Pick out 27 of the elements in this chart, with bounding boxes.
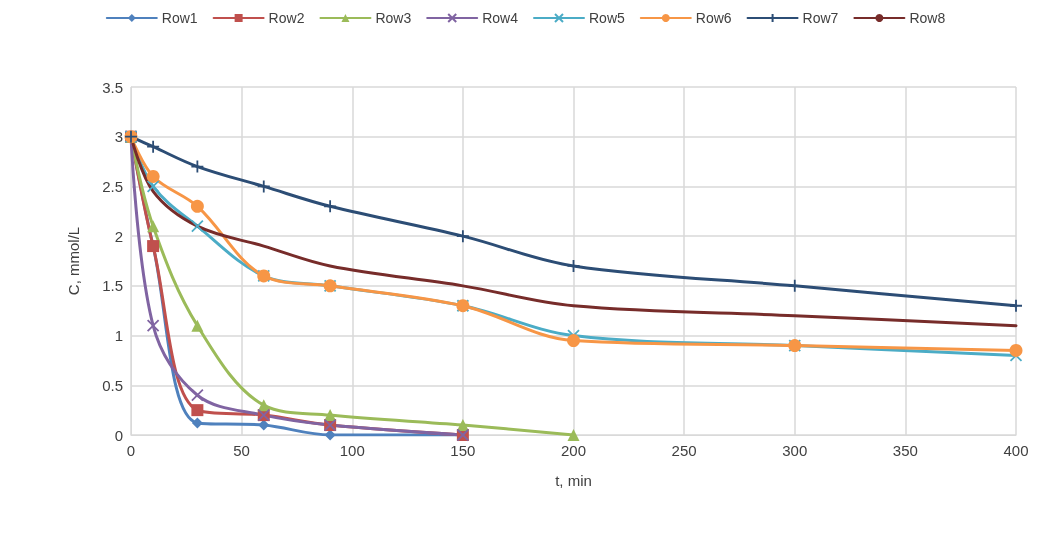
x-tick-label: 350 [892, 442, 918, 459]
x-tick-label: 0 [126, 442, 136, 459]
x-tick-label: 400 [1003, 442, 1029, 459]
x-tick-label: 300 [782, 442, 808, 459]
legend-label: Row3 [375, 10, 412, 26]
x-tick-label: 200 [560, 442, 587, 459]
legend-label: Row1 [161, 10, 198, 26]
y-axis-title: C, mmol/L [65, 226, 82, 296]
y-tick-label: 1.5 [102, 277, 123, 295]
legend-label: Row4 [482, 10, 519, 26]
y-tick-label: 0 [114, 426, 123, 444]
y-tick-label: 3.5 [102, 78, 123, 96]
y-tick-label: 2 [114, 227, 123, 245]
x-tick-label: 150 [450, 442, 476, 459]
y-tick-label: 0.5 [102, 376, 123, 394]
x-tick-label: 250 [671, 442, 697, 459]
y-tick-label: 3 [114, 128, 123, 146]
legend-label: Row6 [695, 10, 732, 26]
legend-label: Row2 [268, 10, 305, 26]
legend-label: Row7 [802, 10, 839, 26]
x-tick-label: 50 [233, 442, 250, 459]
x-tick-label: 100 [339, 442, 365, 459]
y-tick-label: 1 [114, 327, 123, 345]
x-axis-title: t, min [555, 472, 592, 489]
legend-label: Row5 [589, 10, 626, 26]
y-tick-label: 2.5 [102, 177, 123, 195]
legend-label: Row8 [909, 10, 946, 26]
